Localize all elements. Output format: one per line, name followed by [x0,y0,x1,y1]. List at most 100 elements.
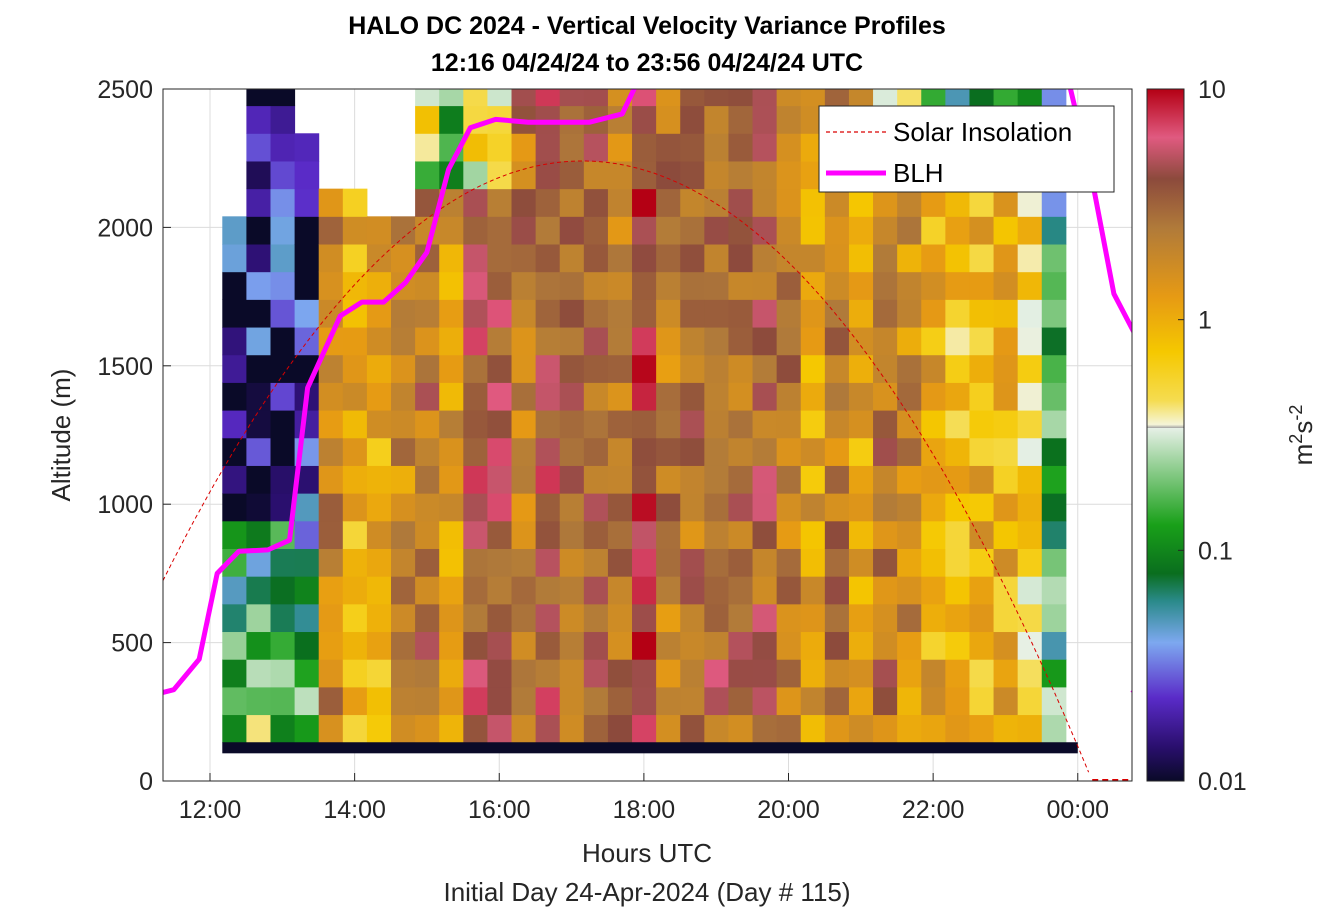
heatmap-cell [294,520,320,549]
heatmap-cell [318,271,344,300]
heatmap-cell [824,244,850,273]
heatmap-cell [993,271,1019,300]
heatmap-cell [463,271,488,300]
heatmap-cell [848,714,874,743]
heatmap-cell [632,576,657,605]
heatmap-cell [439,631,464,660]
heatmap-cell [511,216,537,245]
heatmap-cell [607,327,633,356]
heatmap-cell [680,382,705,411]
heatmap-cell [246,576,272,605]
heatmap-cell [318,659,344,688]
heatmap-cell [222,603,247,633]
heatmap-cell [873,244,898,273]
heatmap-cell [752,631,778,660]
heatmap-cell [848,548,874,577]
heatmap-cell [752,327,778,356]
heatmap-cell [246,354,272,383]
heatmap-cell [535,603,561,633]
heatmap-cell [656,603,681,633]
heatmap-cell [921,493,946,522]
heatmap-cell [342,465,368,494]
heatmap-cell [583,410,609,439]
heatmap-cell [607,382,633,411]
legend-solar-label: Solar Insolation [893,117,1072,147]
heatmap-cell [270,382,296,411]
heatmap-cell [800,603,826,633]
heatmap-cell [656,714,681,743]
heatmap-cell [873,437,898,466]
heatmap-cell [656,327,681,356]
heatmap-cell [993,299,1019,328]
heatmap-cell [535,216,561,245]
heatmap-cell [704,354,729,383]
heatmap-cell [873,216,898,245]
heatmap-cell [487,714,513,743]
heatmap-cell [607,548,633,577]
heatmap-cell [656,244,681,273]
heatmap-cell [559,603,585,633]
heatmap-cell [993,244,1019,273]
heatmap-cell [776,631,802,660]
heatmap-cell [969,465,995,494]
heatmap-cell [1041,382,1067,411]
heatmap-cell [921,603,946,633]
heatmap-cell [752,410,778,439]
heatmap-cell [656,160,681,190]
heatmap-cell [1017,603,1043,633]
heatmap-cell [222,576,247,605]
heatmap-cell [439,382,464,411]
heatmap-cell [294,714,320,743]
heatmap-cell [583,659,609,688]
heatmap-cell [607,216,633,245]
heatmap-cell [270,548,296,577]
heatmap-cell [270,244,296,273]
heatmap-cell [607,354,633,383]
heatmap-cell [511,714,537,743]
heatmap-cell [391,244,416,273]
heatmap-cell [656,271,681,300]
heatmap-cell [728,603,754,633]
heatmap-cell [463,299,488,328]
heatmap-cell [969,493,995,522]
y-tick-label: 0 [139,768,153,796]
heatmap-cell [366,714,392,743]
heatmap-cell [656,659,681,688]
heatmap-cell [921,631,946,660]
heatmap-cell [656,548,681,577]
heatmap-cell [776,327,802,356]
heatmap-cell [969,299,995,328]
heatmap-cell [656,465,681,494]
y-axis-label: Altitude (m) [46,369,76,502]
heatmap-cell [511,520,537,549]
heatmap-cell [1017,548,1043,577]
heatmap-cell [439,244,464,273]
heatmap-cell [318,465,344,494]
heatmap-cell [680,188,705,217]
heatmap-cell [776,686,802,716]
heatmap-cell [704,603,729,633]
heatmap-cell [680,686,705,716]
heatmap-cell [439,686,464,716]
heatmap-cell [222,742,1078,754]
heatmap-cell [559,548,585,577]
heatmap-cell [270,188,296,217]
heatmap-cell [559,493,585,522]
heatmap-cell [342,410,368,439]
heatmap-cell [246,105,272,134]
heatmap-cell [294,603,320,633]
heatmap-cell [873,382,898,411]
heatmap-cell [921,50,946,78]
heatmap-cell [294,216,320,245]
heatmap-cell [391,659,416,688]
heatmap-cell [897,548,922,577]
heatmap-cell [1041,493,1067,522]
heatmap-cell [463,188,488,217]
heatmap-cell [921,327,946,356]
heatmap-cell [848,576,874,605]
heatmap-cell [366,603,392,633]
colorbar-tick-label: 0.01 [1198,768,1247,796]
heatmap-cell [800,437,826,466]
heatmap-cell [342,659,368,688]
heatmap-cell [366,354,392,383]
